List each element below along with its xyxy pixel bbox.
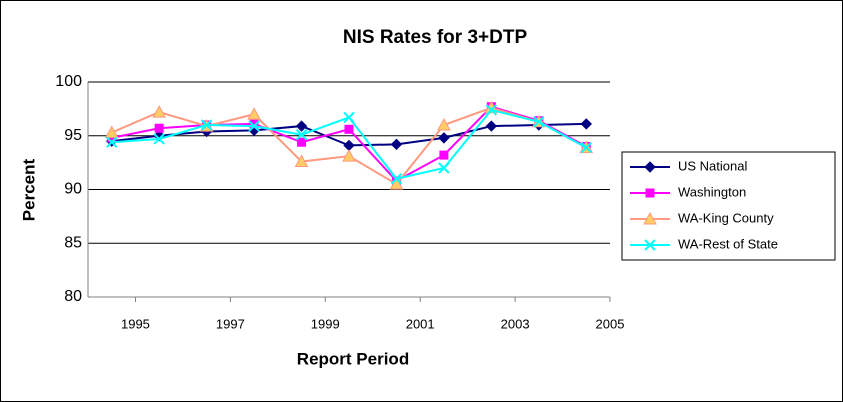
marker xyxy=(439,150,449,160)
marker xyxy=(248,120,260,132)
marker xyxy=(533,116,545,128)
marker xyxy=(344,124,354,134)
marker xyxy=(295,120,308,132)
marker xyxy=(153,133,165,145)
marker xyxy=(644,239,656,251)
x-tick-label: 1999 xyxy=(311,316,340,331)
marker xyxy=(437,117,451,131)
marker xyxy=(580,118,592,130)
marker xyxy=(643,211,657,225)
y-axis-title: Percent xyxy=(19,158,38,221)
y-tick-label: 95 xyxy=(64,127,82,144)
marker xyxy=(644,161,656,173)
marker xyxy=(343,111,355,124)
marker xyxy=(645,188,655,198)
legend-box xyxy=(621,151,836,261)
legend-label: Washington xyxy=(678,184,746,199)
x-axis-title: Report Period xyxy=(297,349,409,368)
marker xyxy=(342,149,356,162)
marker xyxy=(152,105,167,118)
marker xyxy=(249,119,259,129)
legend-label: WA-King County xyxy=(678,210,774,225)
marker xyxy=(438,162,450,174)
marker xyxy=(389,177,404,190)
marker xyxy=(390,173,403,185)
legend-label: US National xyxy=(678,158,747,173)
y-tick-label: 80 xyxy=(64,288,82,305)
marker xyxy=(200,119,213,131)
marker xyxy=(295,128,308,141)
marker xyxy=(485,104,498,116)
y-tick-label: 85 xyxy=(64,234,82,251)
marker xyxy=(390,138,403,151)
legend-label: WA-Rest of State xyxy=(678,236,778,251)
marker xyxy=(294,154,309,168)
x-tick-label: 1997 xyxy=(216,316,245,331)
y-tick-label: 100 xyxy=(55,73,82,90)
marker xyxy=(297,137,307,147)
marker xyxy=(247,107,261,120)
marker xyxy=(438,132,450,144)
x-tick-label: 2005 xyxy=(596,316,625,331)
chart-title: NIS Rates for 3+DTP xyxy=(343,27,528,48)
marker xyxy=(106,136,118,148)
marker xyxy=(485,120,498,132)
x-tick-label: 2003 xyxy=(501,316,530,331)
marker xyxy=(580,141,592,154)
y-tick-label: 90 xyxy=(64,181,82,198)
marker xyxy=(104,125,119,139)
x-tick-label: 1995 xyxy=(121,316,150,331)
marker xyxy=(154,123,164,133)
x-tick-label: 2001 xyxy=(406,316,435,331)
